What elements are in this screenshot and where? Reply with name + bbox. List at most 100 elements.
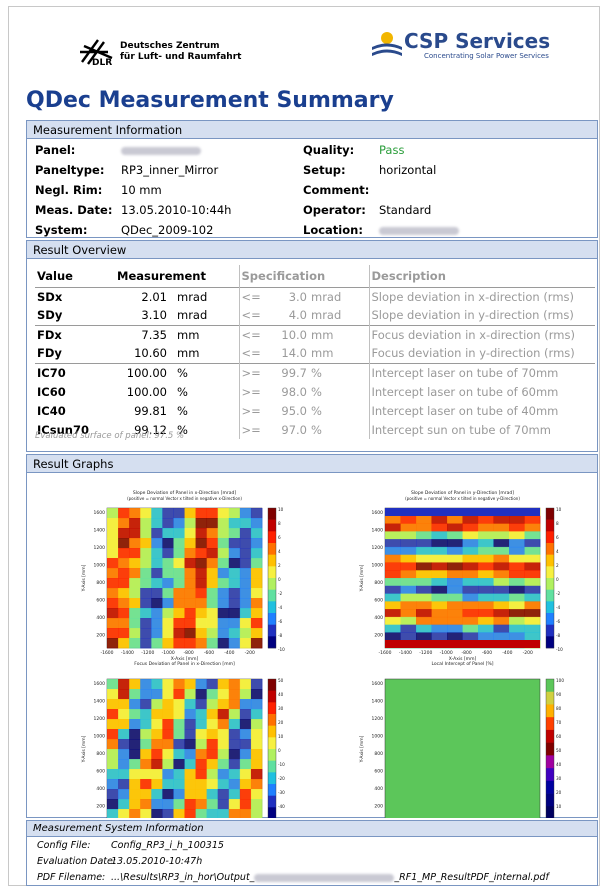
heatmap-cell — [107, 558, 119, 569]
heatmap-cell — [151, 538, 163, 549]
heatmap-cell — [118, 608, 130, 619]
colorbar-segment — [546, 704, 554, 718]
heatmap-cell — [250, 608, 263, 619]
result-value-name: FDx — [35, 324, 115, 344]
spec-unit: % — [311, 422, 322, 437]
heatmap-cell — [431, 546, 448, 556]
colorbar-segment — [546, 729, 554, 743]
y-tick-label: 1200 — [372, 716, 384, 722]
colorbar-segment — [546, 566, 554, 579]
colorbar-segment — [268, 772, 276, 785]
y-tick-label: 1000 — [372, 734, 384, 740]
heatmap-cell — [184, 568, 196, 579]
heatmap-cell — [195, 719, 208, 730]
heatmap-cell — [250, 588, 263, 599]
spec-operator: <= — [238, 306, 269, 325]
x-tick-label: -1600 — [378, 650, 391, 656]
heatmap-cell — [162, 739, 174, 750]
heatmap-cell — [129, 689, 141, 700]
heatmap-cell — [173, 608, 185, 619]
colorbar-frame — [267, 507, 277, 649]
heatmap-cell — [129, 528, 141, 539]
heatmap-cell — [239, 729, 252, 740]
heatmap-cell — [129, 508, 141, 519]
heatmap-cell — [250, 508, 263, 519]
heatmap-cell — [162, 789, 174, 800]
heatmap-cell — [162, 518, 174, 529]
x-tick-label: -200 — [523, 650, 533, 656]
heatmap-cell — [385, 523, 401, 532]
heatmap-cell — [206, 679, 219, 690]
heatmap-cell — [447, 593, 463, 602]
heatmap-cell — [195, 638, 208, 649]
info-setup-row: Setup: horizontal — [303, 160, 436, 180]
heatmap-cell — [228, 568, 241, 579]
heatmap-cell — [217, 809, 230, 818]
heatmap-cell — [173, 588, 185, 599]
y-tick-label: 200 — [96, 804, 105, 810]
heatmap-cell — [447, 585, 463, 594]
heatmap-cell — [509, 624, 525, 633]
heatmap-cell — [206, 598, 219, 609]
heatmap-cell — [107, 638, 119, 649]
colorbar-label: 0 — [556, 577, 559, 582]
heatmap-cell — [173, 759, 185, 770]
heatmap-cell — [118, 538, 130, 549]
heatmap-cell — [478, 585, 494, 594]
heatmap-cell — [416, 593, 432, 602]
heatmap-cell — [447, 546, 463, 556]
heatmap-cell — [107, 799, 119, 810]
heatmap-cell — [184, 508, 196, 519]
colorbar-segment — [268, 784, 276, 796]
heatmap-cell — [162, 799, 174, 810]
colorbar-frame — [267, 678, 277, 818]
heatmap-cell — [206, 729, 219, 740]
heatmap-cell — [493, 616, 510, 626]
result-unit: mrad — [169, 286, 239, 306]
heatmap-cell — [140, 578, 152, 589]
y-tick-label: 1600 — [372, 681, 384, 687]
heatmap-cell — [431, 531, 448, 540]
heatmap-cell — [195, 548, 208, 559]
heatmap-cell — [239, 759, 252, 770]
ms-label: Evaluation Date: — [37, 856, 117, 867]
colorbar-segment — [268, 679, 276, 691]
heatmap-cell — [162, 598, 174, 609]
heatmap-cell — [478, 523, 494, 532]
y-tick-label: 1600 — [94, 681, 106, 687]
colorbar-segment — [546, 531, 554, 544]
dlr-line2: für Luft- und Raumfahrt — [120, 52, 242, 62]
info-label: System: — [35, 223, 88, 237]
heatmap-cell — [524, 523, 541, 532]
heatmap-cell — [140, 759, 152, 770]
heatmap-cell — [184, 689, 196, 700]
heatmap-cell — [195, 769, 208, 780]
heatmap-cell — [228, 508, 241, 519]
heatmap-cell — [228, 689, 241, 700]
heatmap-cell — [478, 593, 494, 602]
heatmap-cell — [195, 628, 208, 639]
heatmap-cell — [118, 749, 130, 760]
heatmap-cell — [447, 515, 463, 524]
spec-unit: mm — [309, 324, 369, 344]
heatmap-cell — [217, 618, 230, 629]
heatmap-cell — [250, 558, 263, 569]
dlr-line1: Deutsches Zentrum — [120, 41, 220, 51]
colorbar-segment — [546, 508, 554, 520]
heatmap-cell — [217, 628, 230, 639]
colorbar-label: 10 — [278, 734, 284, 739]
heatmap-cell — [400, 578, 417, 587]
heatmap-cell — [151, 719, 163, 730]
colorbar-label: 6 — [278, 535, 281, 540]
colorbar-label: 100 — [556, 678, 564, 683]
colorbar-label: 40 — [278, 692, 284, 697]
result-value-name: IC60 — [37, 384, 66, 399]
heatmap-cell — [385, 539, 401, 548]
colorbar-label: 50 — [278, 678, 284, 683]
heatmap-cell — [195, 568, 208, 579]
heatmap-cell — [107, 608, 119, 619]
heatmap-cell — [206, 628, 219, 639]
heatmap-cell — [151, 759, 163, 770]
heatmap-cell — [118, 699, 130, 710]
heatmap-cell — [118, 719, 130, 730]
